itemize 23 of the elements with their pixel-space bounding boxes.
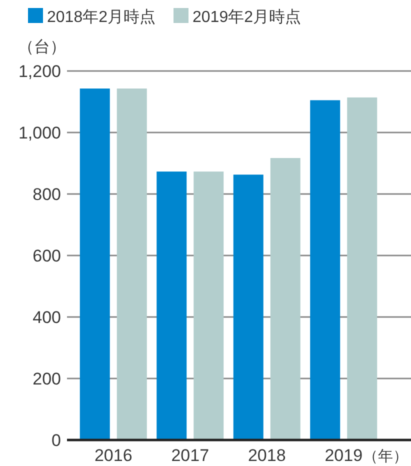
y-tick-label: 200 bbox=[32, 370, 61, 388]
y-tick-label: 0 bbox=[52, 431, 61, 450]
y-tick-label: 400 bbox=[32, 308, 61, 327]
bar bbox=[270, 158, 300, 440]
y-axis-title: （台） bbox=[18, 38, 66, 56]
y-tick-label: 600 bbox=[32, 246, 61, 266]
y-tick-label: 1,000 bbox=[18, 124, 61, 142]
bar bbox=[116, 88, 147, 440]
bar bbox=[156, 172, 187, 440]
bar bbox=[80, 88, 110, 440]
legend-label: 2019年2月時点 bbox=[192, 8, 301, 26]
y-tick-label: 800 bbox=[32, 185, 61, 204]
bar bbox=[194, 172, 224, 440]
bar bbox=[233, 174, 264, 440]
x-tick-label: 2019 bbox=[324, 446, 363, 465]
bar bbox=[310, 100, 340, 440]
x-tick-label: 2017 bbox=[171, 446, 210, 465]
x-axis-title: （年） bbox=[363, 448, 408, 465]
x-tick-label: 2016 bbox=[94, 446, 132, 465]
y-tick-label: 1,200 bbox=[18, 62, 61, 81]
x-tick-label: 2018 bbox=[248, 446, 286, 465]
bar bbox=[347, 97, 378, 440]
legend-label: 2018年2月時点 bbox=[47, 8, 156, 26]
